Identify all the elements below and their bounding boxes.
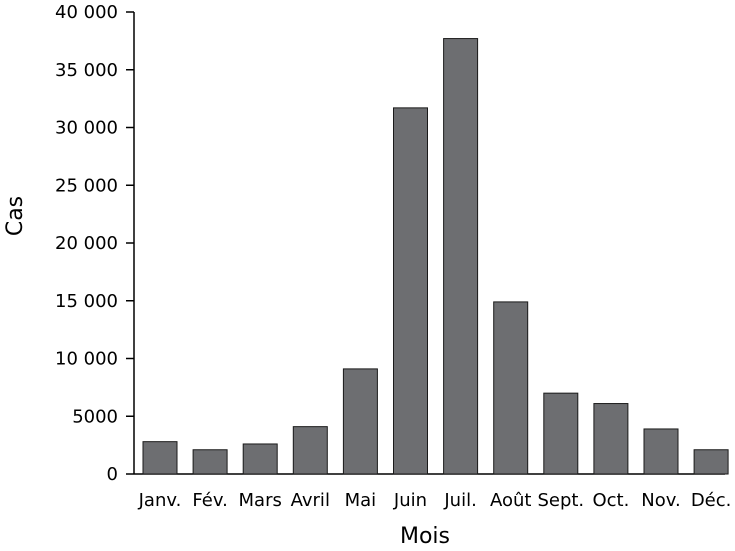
x-tick-label: Nov. [641, 490, 680, 511]
x-tick-label: Mars [239, 490, 282, 511]
x-axis-title: Mois [400, 524, 450, 549]
x-tick-label: Juil. [443, 490, 476, 511]
x-tick-label: Janv. [138, 490, 182, 511]
bar-4 [292, 426, 328, 475]
x-tick-label: Avril [291, 490, 330, 511]
x-tick-label: Fév. [192, 490, 227, 511]
bar-7 [443, 38, 479, 475]
x-tick-label: Mai [345, 490, 377, 511]
bar-2 [192, 449, 228, 475]
bars [142, 38, 729, 475]
bar-1 [142, 441, 178, 475]
bar-6 [393, 107, 428, 475]
category-labels: Janv. Fév. Mars Avril Mai Juin Juil. Août Sept. O… [138, 490, 732, 511]
x-tick-label: Sept. [537, 490, 584, 511]
y-tick-label: 25 000 [55, 175, 118, 196]
y-tick-label: 15 000 [55, 291, 118, 312]
bar-5 [342, 368, 378, 475]
bar-10 [593, 403, 629, 475]
y-tick-label: 40 000 [55, 2, 118, 23]
y-axis-title: Cas [3, 196, 28, 236]
y-tick-label: 10 000 [55, 349, 118, 370]
x-tick-label: Juin [393, 490, 427, 511]
bar-3 [242, 443, 278, 475]
bar-9 [543, 392, 579, 475]
y-tick-label: 20 000 [55, 233, 118, 254]
bar-11 [643, 428, 679, 475]
y-axis: 0 5000 10 000 15 000 20 000 25 000 30 000 35 00… [55, 2, 135, 485]
bar-8 [493, 301, 529, 475]
bar-12 [693, 449, 729, 475]
x-tick-label: Août [490, 490, 531, 511]
x-tick-label: Oct. [592, 490, 629, 511]
y-tick-label: 35 000 [55, 60, 118, 81]
y-tick-label: 0 [107, 464, 118, 485]
y-tick-label: 5000 [72, 406, 118, 427]
y-tick-label: 30 000 [55, 118, 118, 139]
x-tick-label: Déc. [691, 490, 732, 511]
